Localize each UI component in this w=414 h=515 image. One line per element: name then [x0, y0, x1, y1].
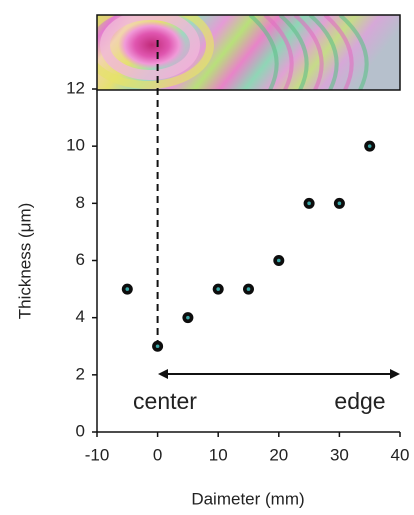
- data-point-center: [246, 287, 251, 291]
- micrograph-strip: [97, 15, 400, 90]
- y-tick-label: 4: [76, 307, 85, 326]
- data-point-center: [337, 201, 342, 206]
- annotation: center: [133, 388, 197, 414]
- data-point-center: [155, 344, 160, 349]
- x-tick-label: 40: [391, 445, 410, 464]
- strip-border: [96, 14, 401, 91]
- data-point-center: [277, 258, 281, 263]
- x-tick-label: 10: [209, 445, 228, 464]
- x-tick-label: -10: [85, 445, 110, 464]
- data-point-center: [125, 287, 130, 291]
- y-tick-label: 2: [76, 364, 85, 383]
- y-tick-label: 8: [76, 193, 85, 212]
- annotation: edge: [334, 388, 385, 414]
- data-point-center: [186, 315, 190, 320]
- data-point-center: [216, 287, 220, 291]
- y-axis-title: Thickness (μm): [15, 203, 34, 320]
- range-arrow: [158, 369, 400, 379]
- y-tick-label: 6: [76, 250, 85, 269]
- y-tick-label: 12: [66, 78, 85, 97]
- y-tick-label: 10: [66, 136, 85, 155]
- x-tick-label: 30: [330, 445, 349, 464]
- data-point-center: [307, 201, 311, 206]
- y-tick-label: 0: [76, 421, 85, 440]
- data-point-center: [367, 144, 372, 148]
- x-tick-label: 20: [269, 445, 288, 464]
- x-axis-title: Daimeter (mm): [191, 489, 304, 508]
- x-tick-label: 0: [153, 445, 162, 464]
